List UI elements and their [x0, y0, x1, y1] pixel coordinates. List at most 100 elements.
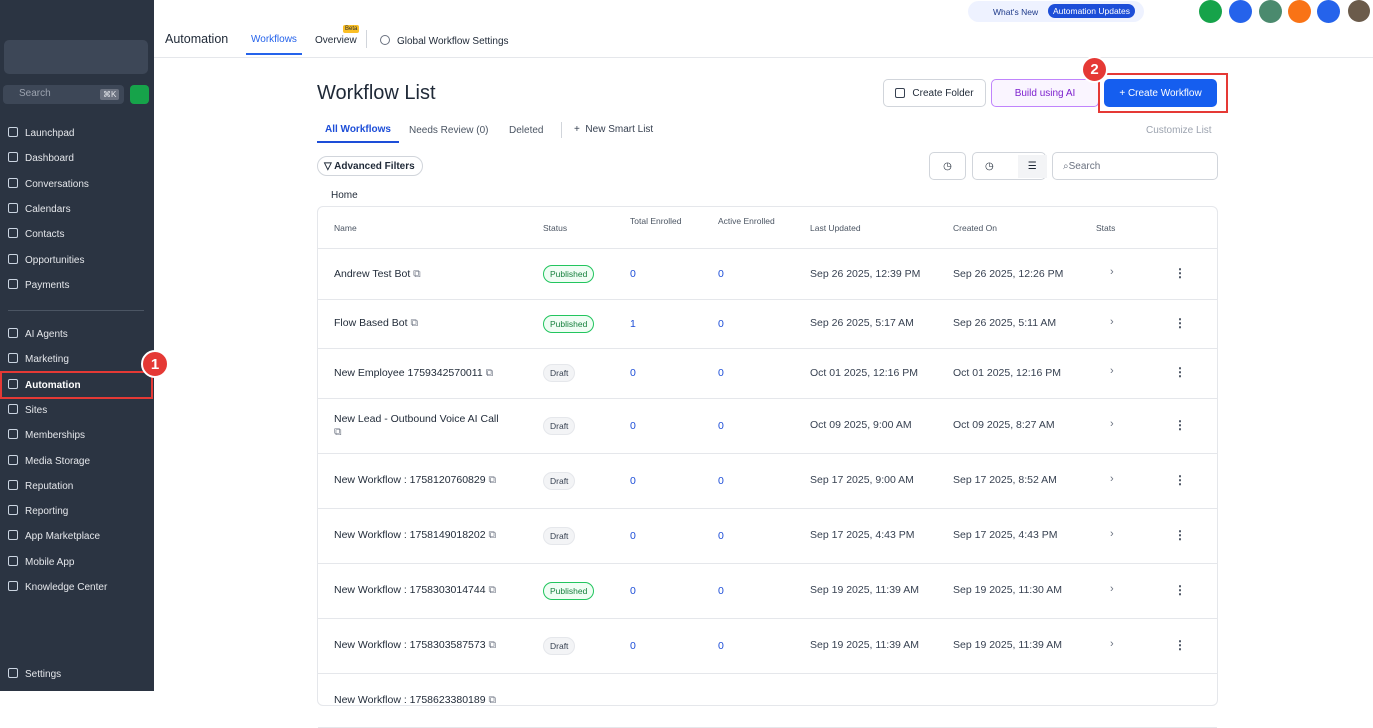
workflow-name[interactable]: New Workflow : 1758303587573 ⧉ [334, 633, 509, 659]
count[interactable]: 0 [630, 529, 636, 542]
stats-arrow[interactable]: › [1110, 527, 1114, 540]
count[interactable]: 0 [718, 474, 724, 487]
external-link[interactable]: ⧉ [482, 366, 494, 379]
tab[interactable]: Workflows [246, 34, 302, 55]
row-menu[interactable]: ⋮ [1174, 266, 1186, 280]
workflow-name[interactable]: Andrew Test Bot ⧉ [334, 261, 509, 287]
phone-icon[interactable] [1199, 0, 1222, 23]
count[interactable]: 0 [630, 268, 636, 280]
row-menu[interactable]: ⋮ [1174, 315, 1186, 330]
count[interactable]: 0 [630, 419, 636, 432]
nav-item[interactable]: Reporting [8, 505, 148, 517]
new-smart-list[interactable]: + New Smart List [574, 124, 654, 135]
advanced-filters[interactable]: ▽ Advanced Filters [317, 156, 423, 176]
nav-item[interactable]: Calendars [8, 202, 148, 215]
row-border [318, 673, 1217, 674]
search[interactable]: Search [3, 85, 124, 104]
external-link[interactable]: ⧉ [334, 425, 342, 438]
date: Sep 26 2025, 5:17 AM [810, 317, 914, 329]
nav-item[interactable]: Reputation [8, 479, 148, 492]
nav-item[interactable]: Dashboard [8, 152, 148, 164]
customize-list[interactable]: Customize List [1146, 125, 1212, 136]
stats-arrow[interactable]: › [1110, 266, 1114, 278]
count[interactable]: 0 [718, 419, 724, 432]
quick-action[interactable] [130, 85, 149, 104]
row-menu[interactable]: ⋮ [1174, 365, 1186, 379]
external-link[interactable]: ⧉ [485, 474, 496, 486]
help-icon[interactable] [1317, 0, 1340, 23]
avatar[interactable] [1348, 0, 1370, 22]
nav-item[interactable]: Conversations [8, 177, 148, 190]
tab[interactable]: Deleted [509, 125, 544, 136]
row-menu[interactable]: ⋮ [1174, 472, 1186, 487]
create-workflow[interactable]: + Create Workflow [1104, 79, 1217, 107]
nav-item[interactable]: Marketing [8, 353, 148, 365]
announce-icon[interactable] [1259, 0, 1282, 23]
history-button[interactable]: ◷ [929, 152, 966, 180]
workflow-name[interactable]: New Employee 1759342570011 ⧉ [334, 360, 509, 386]
nav-item[interactable]: Sites [8, 403, 148, 416]
search-box[interactable]: ⌕ Search [1052, 152, 1218, 180]
tab[interactable]: Global Workflow Settings [380, 35, 509, 47]
stats-arrow[interactable]: › [1110, 417, 1114, 430]
count[interactable]: 0 [718, 317, 724, 330]
stats-arrow[interactable]: › [1110, 637, 1114, 650]
nav-item[interactable]: Payments [8, 278, 148, 291]
stats-arrow[interactable]: › [1110, 472, 1114, 485]
name-text: New Workflow : 1758149018202 [334, 529, 486, 541]
account-switcher[interactable] [4, 40, 148, 74]
workflow-name[interactable]: New Lead - Outbound Voice AI Call ⧉ [334, 413, 509, 439]
ai-icon[interactable] [1229, 0, 1252, 23]
stats-arrow[interactable]: › [1110, 582, 1114, 595]
workflow-name[interactable]: Flow Based Bot ⧉ [334, 311, 509, 337]
build-ai[interactable]: Build using AI [991, 79, 1099, 107]
nav-item[interactable]: Automation [8, 378, 148, 391]
nav-item[interactable]: Settings [8, 668, 61, 680]
count[interactable]: 0 [718, 367, 724, 379]
count[interactable]: 0 [718, 584, 724, 597]
row-menu[interactable]: ⋮ [1174, 417, 1186, 432]
row-menu[interactable]: ⋮ [1174, 527, 1186, 542]
workflow-name[interactable]: New Workflow : 1758303014744 ⧉ [334, 578, 509, 604]
nav-item[interactable]: AI Agents [8, 328, 148, 340]
count[interactable]: 0 [630, 584, 636, 597]
nav-item[interactable]: Media Storage [8, 454, 148, 467]
nav-item[interactable]: Mobile App [8, 555, 148, 568]
nav-item[interactable]: App Marketplace [8, 530, 148, 542]
bell-icon[interactable] [1288, 0, 1311, 23]
nav-item[interactable]: Opportunities [8, 253, 148, 266]
count[interactable]: 1 [630, 317, 636, 330]
external-link[interactable]: ⧉ [485, 584, 496, 596]
row-menu[interactable]: ⋮ [1174, 582, 1186, 597]
nav-item[interactable]: Contacts [8, 228, 148, 240]
external-link[interactable]: ⧉ [407, 317, 418, 329]
nav-label: Marketing [25, 354, 69, 366]
count[interactable]: 0 [630, 367, 636, 379]
external-link[interactable]: ⧉ [485, 529, 496, 541]
page-title: Workflow List [317, 82, 436, 104]
divider [561, 122, 562, 138]
tab[interactable]: Needs Review (0) [409, 125, 489, 136]
workflow-name[interactable]: New Workflow : 1758120760829 ⧉ [334, 468, 509, 494]
external-link[interactable]: ⧉ [410, 267, 421, 280]
nav-item[interactable]: Memberships [8, 429, 148, 441]
date: Sep 19 2025, 11:39 AM [810, 639, 919, 651]
external-link[interactable]: ⧉ [485, 693, 496, 706]
count[interactable]: 0 [718, 268, 724, 280]
row-menu[interactable]: ⋮ [1174, 637, 1186, 652]
tab[interactable]: Overview [315, 35, 357, 46]
create-folder[interactable]: Create Folder [883, 79, 986, 107]
nav-item[interactable]: Knowledge Center [8, 581, 148, 593]
external-link[interactable]: ⧉ [485, 639, 496, 651]
count[interactable]: 0 [630, 474, 636, 487]
count[interactable]: 0 [630, 639, 636, 652]
date: Sep 17 2025, 8:52 AM [953, 474, 1057, 486]
stats-arrow[interactable]: › [1110, 315, 1114, 328]
count[interactable]: 0 [718, 529, 724, 542]
count[interactable]: 0 [718, 639, 724, 652]
nav-item[interactable]: Launchpad [8, 127, 148, 139]
tab[interactable]: All Workflows [317, 124, 399, 143]
view-toggle[interactable]: ◷ ☰ [972, 152, 1047, 180]
workflow-name[interactable]: New Workflow : 1758149018202 ⧉ [334, 523, 509, 549]
stats-arrow[interactable]: › [1110, 365, 1114, 377]
